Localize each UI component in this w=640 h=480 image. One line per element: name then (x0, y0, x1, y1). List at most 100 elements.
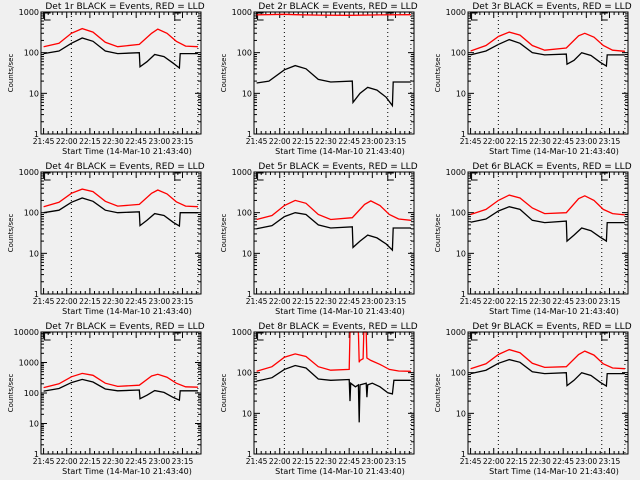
series-line-events (256, 364, 411, 423)
x-tick-label: 22:15 (506, 297, 528, 306)
x-axis-label: Start Time (14-Mar-10 21:43:40) (62, 147, 192, 156)
x-tick-label: 22:15 (292, 457, 314, 466)
series-line-lld (470, 31, 625, 52)
detector-panel-1: Det 1r BLACK = Events, RED = LLD 1 10 100 10… (0, 0, 213, 160)
series-line-events (43, 197, 198, 228)
plot-frame (253, 11, 415, 135)
y-tick-label: 10 (29, 420, 39, 429)
chart-title: Det 9r BLACK = Events, RED = LLD (472, 322, 631, 332)
interval-bracket-marker (471, 172, 478, 181)
x-tick-label: 23:15 (385, 457, 407, 466)
chart-title: Det 3r BLACK = Events, RED = LLD (472, 2, 631, 12)
x-tick-label: 21:45 (246, 137, 268, 146)
x-axis-label: Start Time (14-Mar-10 21:43:40) (275, 307, 405, 316)
plot-frame (40, 171, 202, 295)
y-tick-label: 1000 (19, 168, 39, 177)
chart-title: Det 5r BLACK = Events, RED = LLD (258, 162, 417, 172)
plot-frame (253, 171, 415, 295)
x-tick-label: 22:30 (315, 457, 337, 466)
x-tick-label: 22:45 (552, 137, 574, 146)
interval-bracket-marker (257, 12, 264, 21)
x-tick-label: 22:15 (79, 137, 101, 146)
x-tick-label: 22:00 (269, 457, 291, 466)
chart-title: Det 2r BLACK = Events, RED = LLD (258, 2, 417, 12)
series-line-events (256, 212, 411, 252)
y-tick-label: 1 (34, 290, 39, 299)
x-tick-label: 22:15 (292, 137, 314, 146)
chart-svg: Det 3r BLACK = Events, RED = LLD 1 10 100 10… (434, 2, 632, 156)
y-tick-label: 100 (237, 369, 252, 378)
x-tick-label: 22:00 (56, 137, 78, 146)
x-tick-label: 23:15 (599, 137, 621, 146)
chart-svg: Det 2r BLACK = Events, RED = LLD 1 10 100 10… (220, 2, 418, 156)
x-tick-label: 22:00 (483, 297, 505, 306)
series-line-lld (470, 348, 625, 370)
series-line-events (470, 38, 625, 68)
y-axis-label: Counts/sec (220, 214, 228, 253)
x-axis-label: Start Time (14-Mar-10 21:43:40) (489, 147, 619, 156)
y-tick-label: 1 (461, 450, 466, 459)
x-tick-label: 22:45 (338, 297, 360, 306)
x-tick-label: 21:45 (246, 297, 268, 306)
x-tick-label: 22:00 (56, 297, 78, 306)
x-axis-label: Start Time (14-Mar-10 21:43:40) (275, 467, 405, 476)
x-tick-label: 22:15 (506, 457, 528, 466)
x-tick-label: 21:45 (33, 137, 55, 146)
x-tick-label: 23:15 (172, 457, 194, 466)
y-tick-label: 10 (242, 409, 252, 418)
x-tick-label: 22:30 (315, 297, 337, 306)
series-line-events (470, 358, 625, 388)
y-axis-label: Counts/sec (220, 374, 228, 413)
x-tick-label: 22:30 (315, 137, 337, 146)
x-tick-label: 22:30 (529, 457, 551, 466)
y-axis-label: Counts/sec (7, 54, 15, 93)
chart-svg: Det 7r BLACK = Events, RED = LLD 1 10 100 10… (7, 322, 205, 476)
chart-title: Det 7r BLACK = Events, RED = LLD (45, 322, 204, 332)
y-tick-label: 1 (247, 130, 252, 139)
y-tick-label: 100 (237, 49, 252, 58)
x-tick-label: 23:15 (599, 297, 621, 306)
chart-svg: Det 4r BLACK = Events, RED = LLD 1 10 100 10… (7, 162, 205, 316)
x-tick-label: 23:15 (599, 457, 621, 466)
y-axis-label: Counts/sec (7, 374, 15, 413)
y-tick-label: 1000 (232, 168, 252, 177)
chart-title: Det 6r BLACK = Events, RED = LLD (472, 162, 631, 172)
detector-panel-5: Det 5r BLACK = Events, RED = LLD 1 10 100 10… (213, 160, 426, 320)
x-tick-label: 22:45 (552, 297, 574, 306)
y-tick-label: 10 (456, 249, 466, 258)
detector-panel-2: Det 2r BLACK = Events, RED = LLD 1 10 100 10… (213, 0, 426, 160)
x-tick-label: 23:00 (149, 137, 171, 146)
y-axis-label: Counts/sec (7, 214, 15, 253)
x-tick-label: 23:15 (172, 297, 194, 306)
x-axis-label: Start Time (14-Mar-10 21:43:40) (489, 307, 619, 316)
x-tick-label: 23:00 (576, 137, 598, 146)
series-line-events (470, 206, 625, 243)
interval-bracket-marker (471, 12, 478, 21)
x-tick-label: 23:00 (576, 297, 598, 306)
series-line-events (256, 64, 411, 108)
y-tick-label: 100 (451, 49, 466, 58)
chart-svg: Det 9r BLACK = Events, RED = LLD 1 10 100 10… (434, 322, 632, 476)
y-tick-label: 10000 (14, 328, 39, 337)
x-tick-label: 22:45 (125, 297, 147, 306)
series-line-lld (256, 199, 411, 221)
y-tick-label: 1000 (19, 8, 39, 17)
x-axis-label: Start Time (14-Mar-10 21:43:40) (62, 307, 192, 316)
detector-panel-8: Det 8r BLACK = Events, RED = LLD 1 10 100 10… (213, 320, 426, 480)
x-tick-label: 23:00 (362, 297, 384, 306)
x-tick-label: 23:15 (385, 137, 407, 146)
y-tick-label: 1000 (446, 8, 466, 17)
x-tick-label: 23:15 (172, 137, 194, 146)
series-line-lld (43, 188, 198, 208)
y-tick-label: 100 (451, 369, 466, 378)
detector-panel-4: Det 4r BLACK = Events, RED = LLD 1 10 100 10… (0, 160, 213, 320)
x-tick-label: 21:45 (246, 457, 268, 466)
x-tick-label: 22:45 (552, 457, 574, 466)
y-tick-label: 10 (29, 89, 39, 98)
y-tick-label: 10 (242, 249, 252, 258)
x-tick-label: 21:45 (460, 137, 482, 146)
plot-frame (467, 171, 629, 295)
detector-panel-9: Det 9r BLACK = Events, RED = LLD 1 10 100 10… (427, 320, 640, 480)
y-tick-label: 1 (34, 450, 39, 459)
x-tick-label: 21:45 (460, 457, 482, 466)
